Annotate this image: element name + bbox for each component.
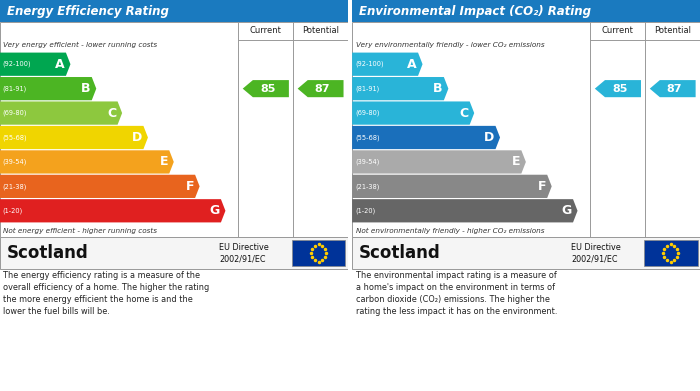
Polygon shape: [0, 175, 199, 198]
Text: 87: 87: [667, 84, 682, 93]
Polygon shape: [298, 80, 344, 97]
Polygon shape: [352, 52, 423, 76]
Text: (55-68): (55-68): [355, 134, 379, 141]
Bar: [643, 240, 698, 266]
Text: (55-68): (55-68): [3, 134, 27, 141]
Text: Scotland: Scotland: [359, 244, 441, 262]
Bar: [352, 237, 700, 269]
Text: C: C: [459, 107, 468, 120]
Text: C: C: [107, 107, 116, 120]
Polygon shape: [352, 126, 500, 149]
Polygon shape: [352, 77, 449, 100]
Text: Not environmentally friendly - higher CO₂ emissions: Not environmentally friendly - higher CO…: [356, 228, 544, 234]
Text: 87: 87: [315, 84, 330, 93]
Text: Potential: Potential: [654, 27, 691, 36]
Text: Very energy efficient - lower running costs: Very energy efficient - lower running co…: [4, 42, 158, 48]
Text: Not energy efficient - higher running costs: Not energy efficient - higher running co…: [4, 228, 158, 234]
Text: G: G: [209, 204, 220, 217]
Polygon shape: [0, 126, 148, 149]
Bar: [0, 22, 348, 237]
Text: E: E: [512, 156, 520, 169]
Text: Environmental Impact (CO₂) Rating: Environmental Impact (CO₂) Rating: [359, 5, 591, 18]
Text: B: B: [81, 82, 91, 95]
Text: (69-80): (69-80): [3, 110, 27, 116]
Text: 85: 85: [260, 84, 275, 93]
Text: (81-91): (81-91): [3, 85, 27, 92]
Text: EU Directive
2002/91/EC: EU Directive 2002/91/EC: [219, 242, 269, 264]
Text: (21-38): (21-38): [3, 183, 27, 190]
Polygon shape: [0, 101, 122, 125]
Text: Energy Efficiency Rating: Energy Efficiency Rating: [7, 5, 169, 18]
Text: The environmental impact rating is a measure of
a home's impact on the environme: The environmental impact rating is a mea…: [356, 271, 557, 316]
Polygon shape: [0, 199, 225, 222]
Text: (92-100): (92-100): [355, 61, 384, 68]
Text: Current: Current: [602, 27, 634, 36]
Bar: [352, 0, 700, 22]
Text: (1-20): (1-20): [355, 208, 375, 214]
Text: The energy efficiency rating is a measure of the
overall efficiency of a home. T: The energy efficiency rating is a measur…: [4, 271, 210, 316]
Text: A: A: [407, 58, 417, 71]
Text: (92-100): (92-100): [3, 61, 31, 68]
Bar: [291, 240, 346, 266]
Bar: [352, 22, 700, 237]
Text: (39-54): (39-54): [3, 159, 27, 165]
Polygon shape: [243, 80, 289, 97]
Text: D: D: [132, 131, 142, 144]
Text: (21-38): (21-38): [355, 183, 379, 190]
Text: B: B: [433, 82, 443, 95]
Text: G: G: [561, 204, 572, 217]
Text: Scotland: Scotland: [7, 244, 89, 262]
Bar: [0, 237, 348, 269]
Text: EU Directive
2002/91/EC: EU Directive 2002/91/EC: [571, 242, 621, 264]
Polygon shape: [352, 150, 526, 174]
Text: A: A: [55, 58, 65, 71]
Text: F: F: [186, 180, 194, 193]
Polygon shape: [0, 52, 71, 76]
Text: Potential: Potential: [302, 27, 339, 36]
Text: D: D: [484, 131, 494, 144]
Text: E: E: [160, 156, 168, 169]
Polygon shape: [595, 80, 641, 97]
Polygon shape: [0, 150, 174, 174]
Polygon shape: [352, 175, 552, 198]
Text: Current: Current: [250, 27, 281, 36]
Polygon shape: [352, 199, 578, 222]
Polygon shape: [0, 77, 97, 100]
Polygon shape: [352, 101, 474, 125]
Text: (69-80): (69-80): [355, 110, 379, 116]
Text: (39-54): (39-54): [355, 159, 379, 165]
Text: F: F: [538, 180, 546, 193]
Text: 85: 85: [612, 84, 627, 93]
Polygon shape: [650, 80, 696, 97]
Text: (81-91): (81-91): [355, 85, 379, 92]
Text: Very environmentally friendly - lower CO₂ emissions: Very environmentally friendly - lower CO…: [356, 42, 544, 48]
Text: (1-20): (1-20): [3, 208, 23, 214]
Bar: [0, 0, 348, 22]
